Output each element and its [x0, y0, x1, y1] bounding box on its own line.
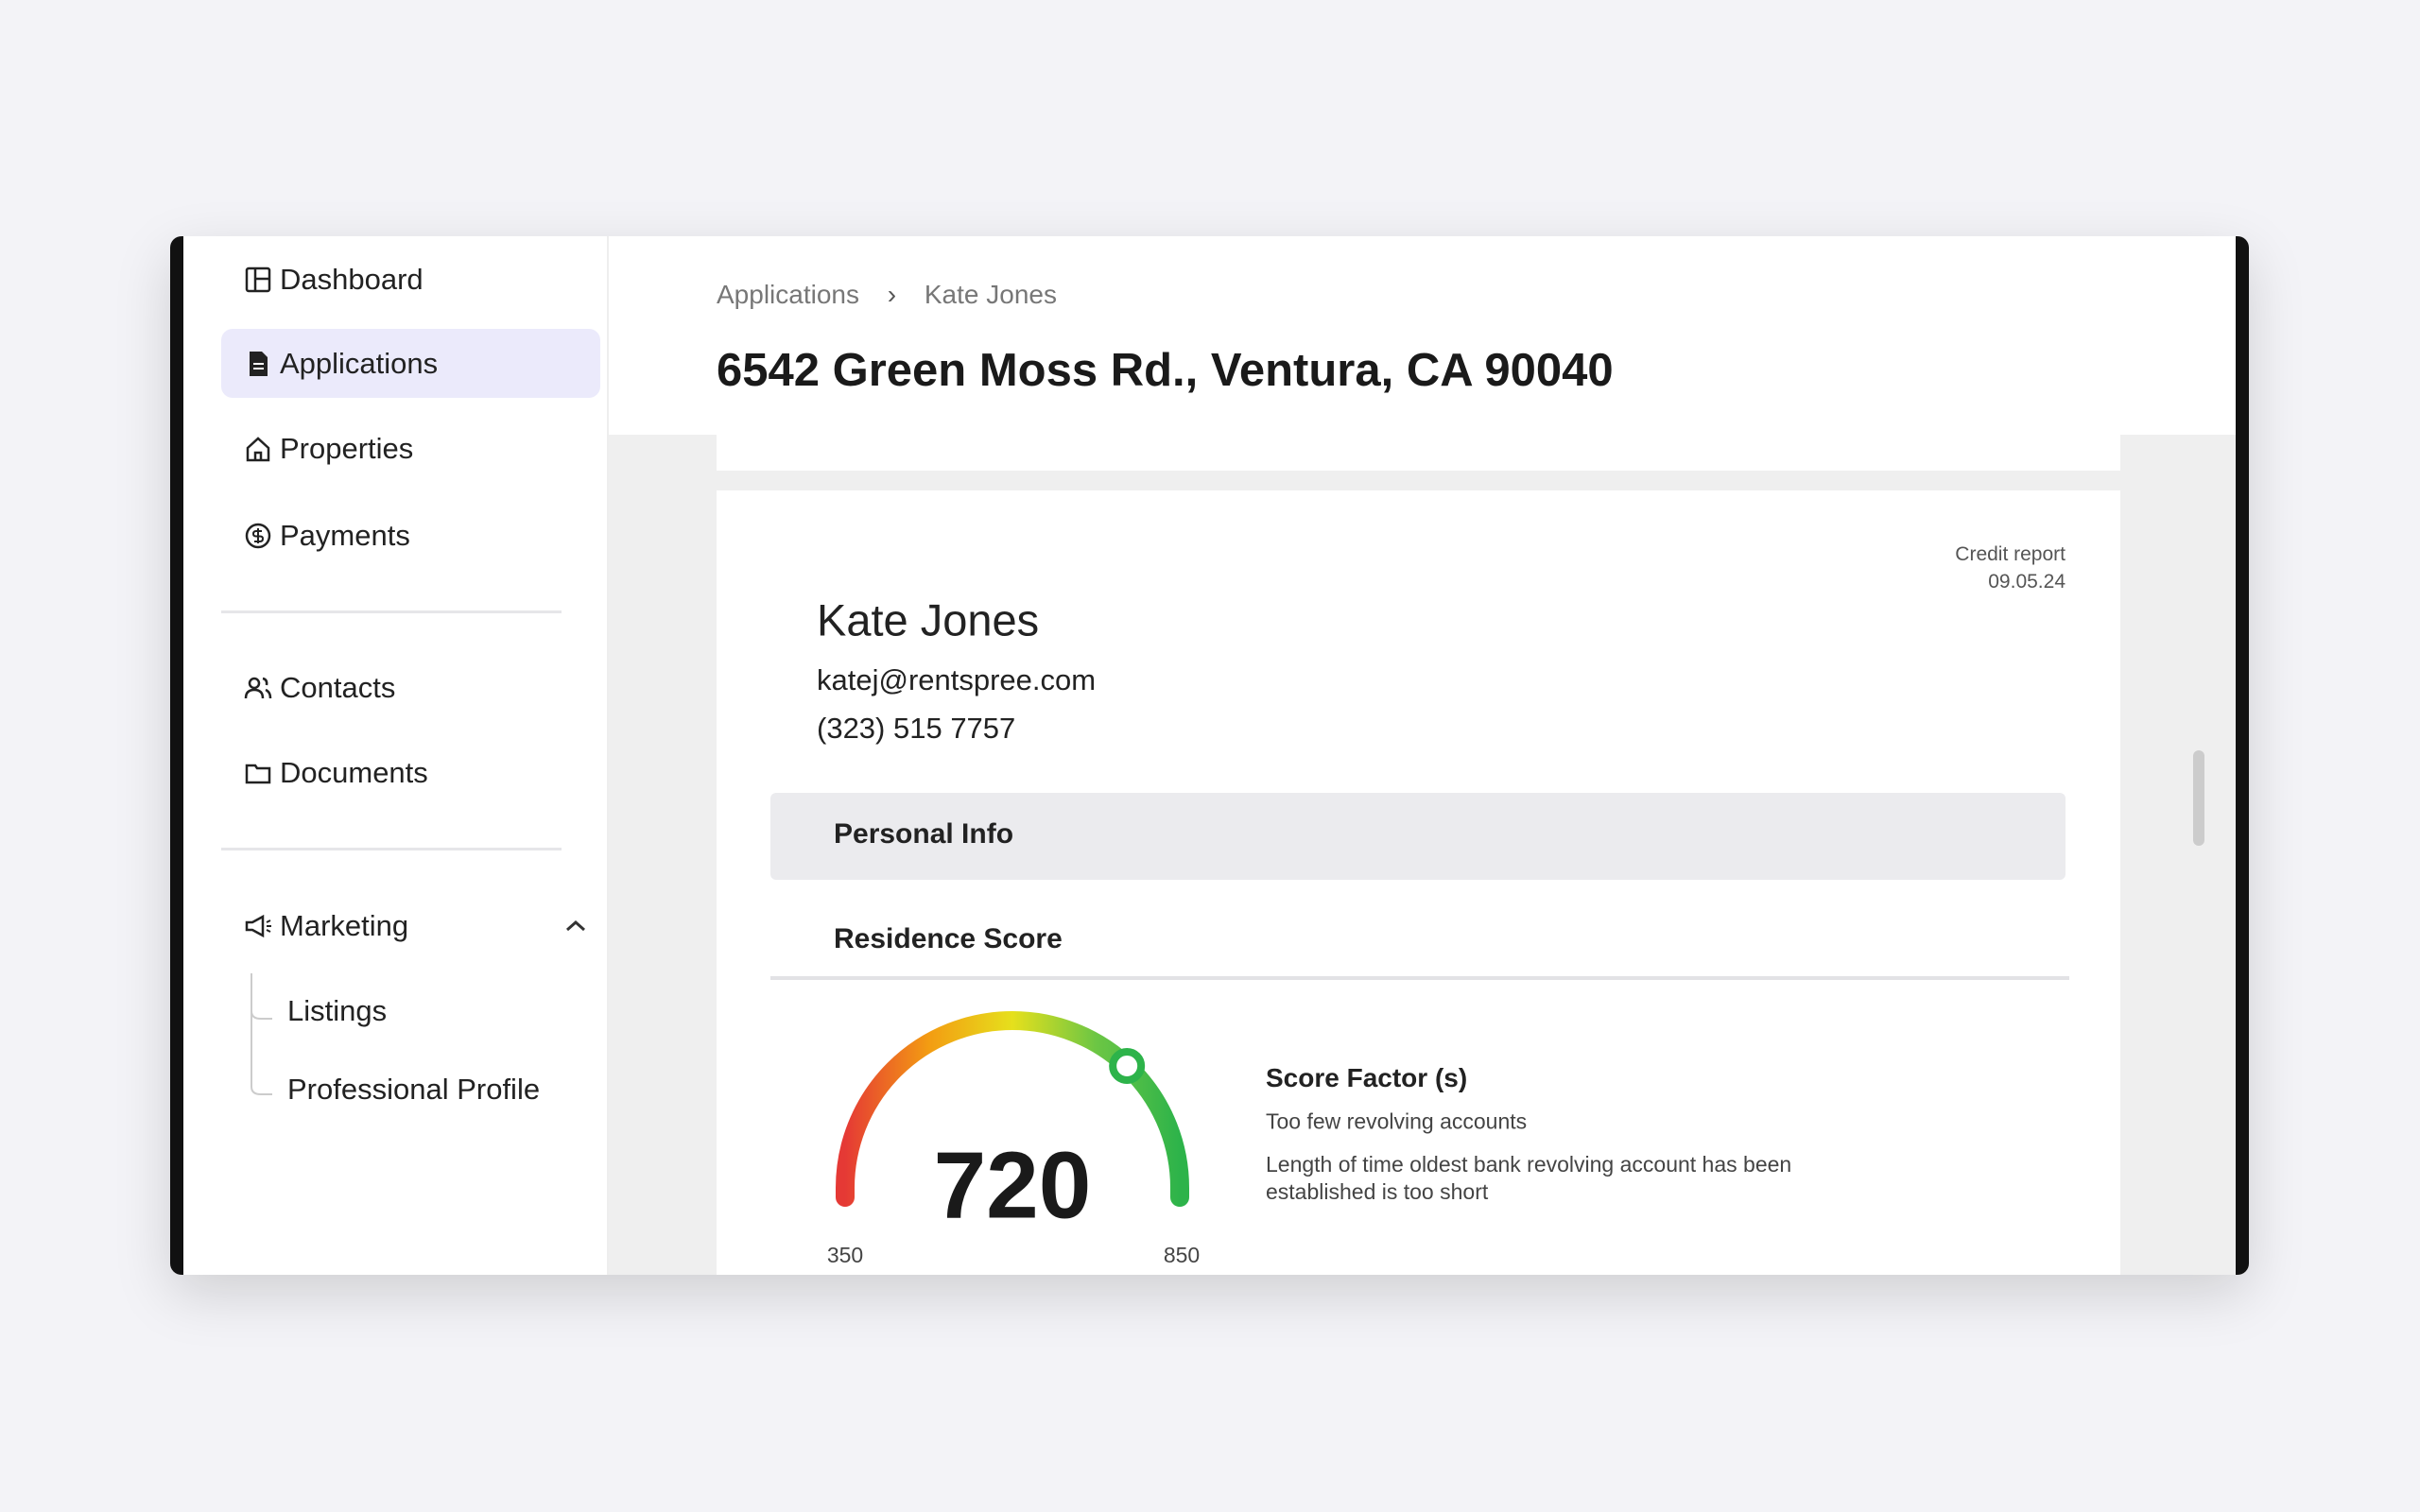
applicant-email: katej@rentspree.com — [817, 663, 1097, 696]
nav-item[interactable]: Applications — [280, 347, 439, 380]
nav-icon — [245, 523, 271, 549]
nav-item[interactable]: Marketing — [280, 909, 409, 942]
gauge-min: 350 — [827, 1243, 863, 1267]
nav-icon — [245, 914, 271, 938]
breadcrumb-link[interactable]: Applications — [717, 280, 859, 309]
nav-icon — [250, 352, 268, 376]
active-highlight — [221, 329, 600, 398]
nav-item[interactable]: Properties — [280, 432, 414, 465]
nav-icon — [244, 677, 272, 699]
tab-underline — [770, 976, 2069, 980]
page-title: 6542 Green Moss Rd., Ventura, CA 90040 — [717, 345, 1614, 396]
breadcrumb-separator: › — [887, 280, 897, 309]
divider — [221, 848, 562, 850]
card — [717, 490, 2120, 1275]
breadcrumb: Applications › Kate Jones — [717, 280, 1057, 310]
divider — [221, 610, 562, 613]
nav-item[interactable]: Contacts — [280, 671, 396, 704]
nav-icon — [245, 764, 271, 784]
section-bar[interactable] — [770, 793, 2066, 880]
report-label: Credit report — [1955, 543, 2066, 565]
card-strip — [717, 435, 2120, 471]
factor-item: Length of time oldest bank revolving acc… — [1266, 1152, 1792, 1204]
report-info: Credit report 09.05.24 — [1955, 541, 2066, 595]
nav-subitem[interactable]: Professional Profile — [287, 1073, 541, 1106]
subsection-tab[interactable]: Residence Score — [834, 923, 1063, 954]
nav-icon — [245, 266, 271, 293]
sidebar — [183, 236, 609, 1275]
app-window: Applications › Kate Jones 6542 Green Mos… — [170, 236, 2249, 1275]
factors-title: Score Factor (s) — [1266, 1063, 1468, 1092]
gauge-arc — [836, 1011, 1189, 1207]
nav-item[interactable]: Dashboard — [280, 263, 424, 296]
score-gauge: 720 350 850 — [827, 1011, 1200, 1267]
gauge-max: 850 — [1164, 1243, 1200, 1267]
report-date: 09.05.24 — [1988, 571, 2066, 593]
section-title: Personal Info — [834, 818, 1014, 850]
nav-item[interactable]: Payments — [280, 519, 410, 552]
header — [609, 236, 2236, 435]
nav-subitem[interactable]: Listings — [287, 994, 388, 1027]
tree-lines — [251, 973, 272, 1095]
factor-item: Too few revolving accounts — [1266, 1108, 1528, 1134]
nav-item[interactable]: Documents — [280, 756, 428, 789]
score-value: 720 — [934, 1132, 1092, 1238]
applicant-phone: (323) 515 7757 — [817, 712, 1016, 745]
chevron-up[interactable] — [562, 915, 590, 937]
gauge-marker — [1109, 1047, 1146, 1084]
breadcrumb-current: Kate Jones — [924, 280, 1057, 309]
scrollbar[interactable] — [2193, 750, 2204, 846]
applicant-name: Kate Jones — [817, 594, 1040, 645]
nav-icon — [246, 437, 270, 462]
